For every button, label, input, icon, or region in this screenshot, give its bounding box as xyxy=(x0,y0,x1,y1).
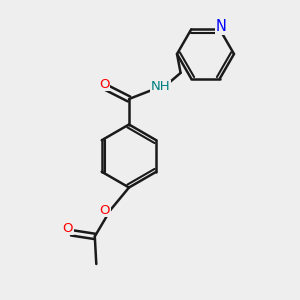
Text: N: N xyxy=(216,20,227,34)
Text: O: O xyxy=(100,203,110,217)
Text: O: O xyxy=(62,222,73,235)
Text: NH: NH xyxy=(150,80,170,94)
Text: O: O xyxy=(99,77,109,91)
